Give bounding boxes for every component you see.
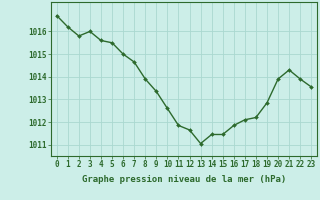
X-axis label: Graphe pression niveau de la mer (hPa): Graphe pression niveau de la mer (hPa) (82, 175, 286, 184)
